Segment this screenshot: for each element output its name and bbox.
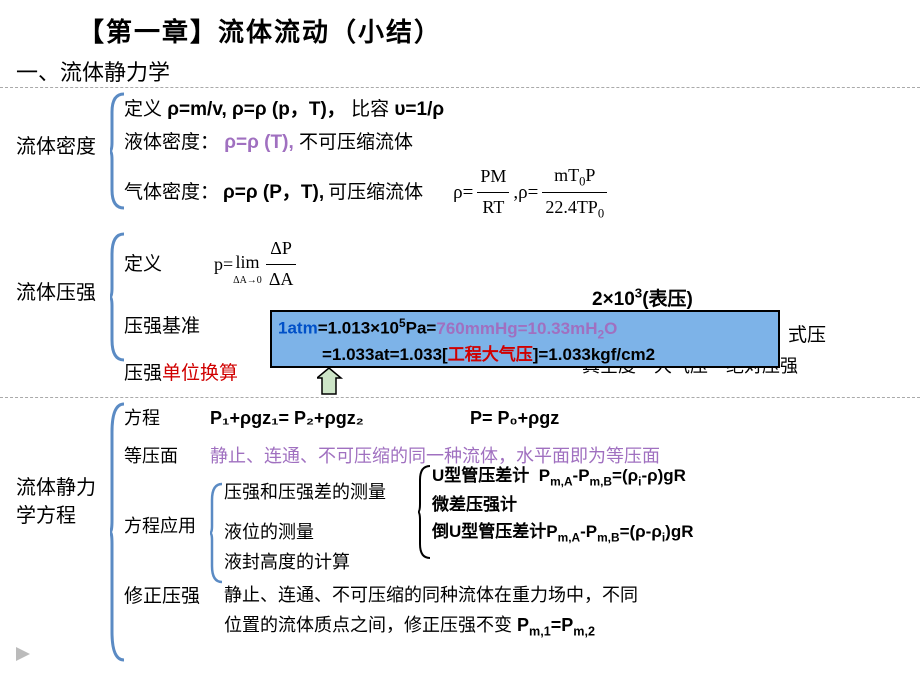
lim-sub: ΔA→0 (233, 273, 262, 290)
app-label: 方程应用 (124, 478, 210, 577)
correct-text-1: 静止、连通、不可压缩的同种流体在重力场中，不同 (224, 581, 638, 611)
behind-text-2: 式压 (788, 320, 826, 347)
liquid-eq: ρ=ρ (T), (224, 132, 293, 153)
correct-text-2: 位置的流体质点之间，修正压强不变 Pm,1=Pm,2 (224, 611, 638, 642)
static-eq-block: 流体静力学方程 方程 P₁+ρgz₁= P₂+ρgz₂ P= P₀+ρgz 等压… (0, 402, 920, 644)
eq-2: P= P₀+ρgz (470, 404, 559, 434)
correct-label: 修正压强 (124, 581, 224, 642)
pres-def-eq-pre: p= (214, 250, 233, 280)
frac-2: mT0P 22.4TP0 (542, 161, 607, 225)
density-label: 流体密度 (0, 92, 110, 159)
gas-eq: ρ=ρ (P，T), (223, 177, 324, 208)
isobaric-label: 等压面 (124, 442, 210, 472)
eq-1: P₁+ρgz₁= P₂+ρgz₂ (210, 404, 470, 434)
callout-p2c: ]=1.033kgf/cm2 (533, 345, 655, 364)
manometer-2: 微差压强计 (432, 491, 694, 518)
gas-formula: ρ= (453, 177, 473, 208)
unit-conversion-callout: 1atm=1.013×105Pa=760mmHg=10.33mH2O =1.03… (270, 310, 780, 368)
liquid-label: 液体密度： (124, 132, 219, 153)
callout-p2b: 工程大气压 (448, 345, 533, 364)
pressure-label: 流体压强 (0, 232, 110, 305)
manometer-1: U型管压差计 Pm,A-Pm,B=(ρi-ρ)gR (432, 462, 694, 491)
chapter-title: 【第一章】流体流动（小结） (0, 0, 920, 49)
pres-def-label: 定义 (124, 249, 214, 280)
callout-eq1: =1.013×10 (318, 319, 399, 338)
play-icon[interactable] (14, 645, 32, 668)
incompressible: 不可压缩流体 (299, 132, 413, 153)
def-eq: ρ=m/v, ρ=ρ (p，T)， (167, 99, 346, 120)
callout-mmhg: 760mmHg=10.33mH2O (436, 319, 617, 338)
pres-unit-b: 单位换算 (162, 363, 238, 384)
pres-frac: ΔP ΔA (266, 234, 297, 294)
pres-unit-a: 压强 (124, 363, 162, 384)
compressible: 可压缩流体 (328, 177, 423, 208)
callout-sup: 5 (399, 316, 406, 330)
callout-atm: 1atm (278, 319, 318, 338)
frac-1: PM RT (477, 162, 509, 222)
spec-vol-eq: υ=1/ρ (394, 99, 444, 120)
comma-rho: ,ρ= (513, 177, 538, 208)
def-label: 定义 (124, 99, 162, 120)
gas-label: 气体密度： (124, 177, 219, 208)
static-content: 方程 P₁+ρgz₁= P₂+ρgz₂ P= P₀+ρgz 等压面 静止、连通、… (124, 402, 920, 644)
callout-arrow-icon (317, 366, 357, 401)
behind-text-1: 2×103(表压) (592, 284, 693, 311)
spec-vol-label: 比容 (351, 99, 389, 120)
pres-basis: 压强基准 (124, 316, 200, 337)
app3: 液封高度的计算 (224, 548, 920, 578)
density-block: 流体密度 定义 ρ=m/v, ρ=ρ (p，T)， 比容 υ=1/ρ 液体密度：… (0, 92, 920, 226)
static-label: 流体静力学方程 (0, 402, 110, 530)
callout-pa: Pa= (406, 319, 437, 338)
manometer-3: 倒U型管压差计Pm,A-Pm,B=(ρ-ρi)gR (432, 518, 694, 547)
callout-p2a: =1.033at=1.033[ (322, 345, 448, 364)
density-content: 定义 ρ=m/v, ρ=ρ (p，T)， 比容 υ=1/ρ 液体密度： ρ=ρ … (124, 92, 920, 226)
eq-label: 方程 (124, 404, 210, 434)
section-heading-1: 一、流体静力学 (0, 49, 920, 88)
